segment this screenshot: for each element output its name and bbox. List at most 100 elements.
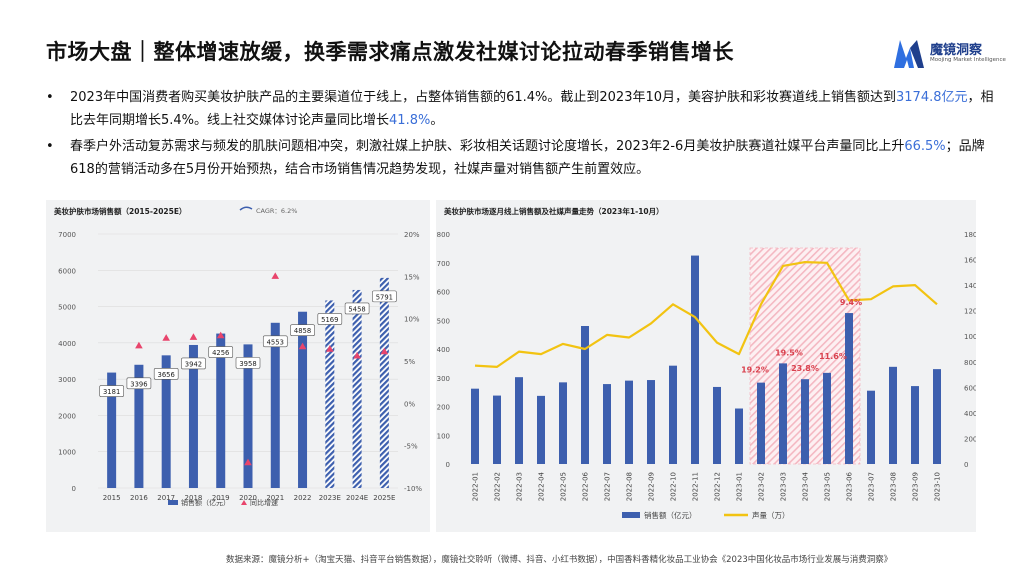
bar-sales — [188, 344, 198, 488]
data-label: 5791 — [376, 293, 393, 301]
bar-sales — [933, 369, 941, 464]
legend-sales-label: 销售额（亿元） — [644, 510, 697, 520]
x-tick-label: 2015 — [103, 494, 121, 502]
legend-volume-label: 声量（万） — [752, 510, 790, 520]
x-tick-label: 2022-11 — [692, 472, 700, 501]
x-tick-label: 2022-02 — [494, 472, 502, 501]
legend-sales-label: 销售额（亿元） — [181, 498, 230, 507]
x-tick-label: 2023-02 — [758, 472, 766, 501]
x-tick-label: 2023-08 — [890, 472, 898, 501]
x-tick-label: 2020 — [239, 494, 257, 502]
y2-tick-label: 1200 — [964, 308, 976, 316]
y-tick-label: 600 — [437, 289, 450, 297]
bar-sales — [379, 277, 389, 488]
growth-marker — [326, 345, 334, 352]
data-label: 3958 — [239, 360, 256, 368]
x-tick-label: 2023-10 — [934, 472, 942, 501]
y-tick-label: 3000 — [58, 376, 76, 384]
bar-sales — [270, 322, 280, 488]
x-tick-label: 2023-03 — [780, 472, 788, 501]
volume-line — [474, 260, 938, 368]
bar-sales — [298, 311, 308, 488]
x-tick-label: 2021 — [266, 494, 284, 502]
y2-tick-label: -10% — [404, 485, 422, 493]
x-tick-label: 2022-01 — [472, 472, 480, 501]
data-label-box — [153, 368, 179, 380]
y-tick-label: 200 — [437, 404, 450, 412]
x-tick-label: 2022-04 — [538, 471, 546, 501]
bar-sales — [216, 333, 226, 488]
cagr-label: CAGR：6.2% — [256, 207, 297, 215]
legend-sales-swatch — [622, 512, 640, 518]
y-tick-label: 400 — [437, 346, 450, 354]
bar-sales — [134, 364, 144, 488]
y2-tick-label: 15% — [404, 273, 420, 281]
data-label: 5169 — [321, 316, 338, 324]
y2-tick-label: 5% — [404, 358, 415, 366]
highlight-value: 41.8% — [389, 113, 431, 128]
bar-sales — [735, 408, 743, 464]
growth-marker — [244, 458, 252, 466]
bullet-text: 2023年中国消费者购买美妆护肤产品的主要渠道位于线上，占整体销售额的61.4%… — [70, 90, 897, 105]
y2-tick-label: 1600 — [964, 257, 976, 265]
y-tick-label: 800 — [437, 231, 450, 239]
data-label: 4553 — [267, 338, 284, 346]
growth-marker — [162, 334, 170, 341]
bullet-text: ；品牌618的营销活动多在5月份开始预热，结合市场销售情况趋势发现，社媒声量对销… — [70, 139, 985, 177]
highlight-value: 66.5% — [904, 139, 946, 154]
annual-sales-chart: 美妆护肤市场销售额（2015-2025E） CAGR：6.2% 0 1000 2000 3… — [54, 206, 422, 507]
cagr-legend-icon — [239, 206, 253, 211]
bullet-text: 春季户外活动复苏需求与频发的肌肤问题相冲突，刺激社媒上护肤、彩妆相关话题讨论度增… — [70, 139, 905, 154]
y2-tick-label: 400 — [964, 410, 976, 418]
y-tick-label: 100 — [437, 432, 450, 440]
bar-sales — [559, 382, 567, 464]
data-label: 3942 — [185, 360, 202, 368]
data-label: 5458 — [348, 305, 365, 313]
bar-sales — [352, 289, 362, 488]
data-label-box — [235, 357, 261, 369]
y2-tick-label: 1800 — [964, 231, 976, 239]
y-tick-label: 500 — [437, 317, 450, 325]
chart-title: 美妆护肤市场逐月线上销售额及社媒声量走势（2023年1-10月） — [444, 206, 664, 216]
y-tick-label: 2000 — [58, 412, 76, 420]
bar-sales — [581, 326, 589, 464]
bar-sales — [845, 313, 853, 464]
highlight-value: 3174.8亿元 — [896, 90, 968, 105]
x-tick-label: 2025E — [373, 494, 395, 502]
bullet-dot-icon: • — [46, 139, 54, 154]
logo-mark-icon — [894, 40, 924, 68]
bar-sales — [867, 390, 875, 464]
bar-sales — [537, 395, 545, 464]
annual-sales-chart-panel: 美妆护肤市场销售额（2015-2025E） CAGR：6.2% 0 1000 2000 3… — [46, 200, 430, 532]
data-label-box — [181, 357, 206, 370]
page-title: 市场大盘｜整体增速放缓，换季需求痛点激发社媒讨论拉动春季销售增长 — [46, 40, 734, 64]
growth-marker — [189, 333, 198, 340]
y2-tick-label: 200 — [964, 435, 976, 443]
x-tick-label: 2022-03 — [516, 472, 524, 501]
bullet-list: • 2023年中国消费者购买美妆护肤产品的主要渠道位于线上，占整体销售额的61.… — [46, 86, 1006, 184]
growth-annotation: 9.4% — [840, 298, 862, 307]
x-tick-label: 2023-04 — [802, 471, 810, 501]
data-label-box — [262, 335, 288, 348]
bar-sales — [823, 372, 831, 464]
x-tick-label: 2023-06 — [846, 471, 854, 501]
x-tick-label: 2023-05 — [824, 472, 832, 501]
bar-sales — [691, 255, 699, 464]
bar-sales — [911, 386, 919, 464]
bullet-dot-icon: • — [46, 90, 54, 105]
x-tick-label: 2022 — [294, 494, 312, 502]
y-tick-label: 0 — [72, 485, 76, 493]
growth-marker — [271, 272, 280, 279]
bullet-text: 。 — [430, 113, 444, 128]
y-tick-label: 0 — [446, 461, 450, 469]
growth-marker — [135, 341, 143, 349]
x-tick-label: 2024E — [346, 494, 368, 502]
x-tick-label: 2023-07 — [868, 472, 876, 501]
bar-sales — [625, 380, 633, 464]
growth-marker — [380, 347, 389, 355]
data-label-box — [208, 346, 234, 358]
bar-sales — [161, 355, 171, 488]
x-tick-label: 2022-07 — [604, 472, 612, 501]
x-tick-label: 2022-12 — [714, 472, 722, 501]
legend-sales-swatch — [168, 500, 178, 505]
